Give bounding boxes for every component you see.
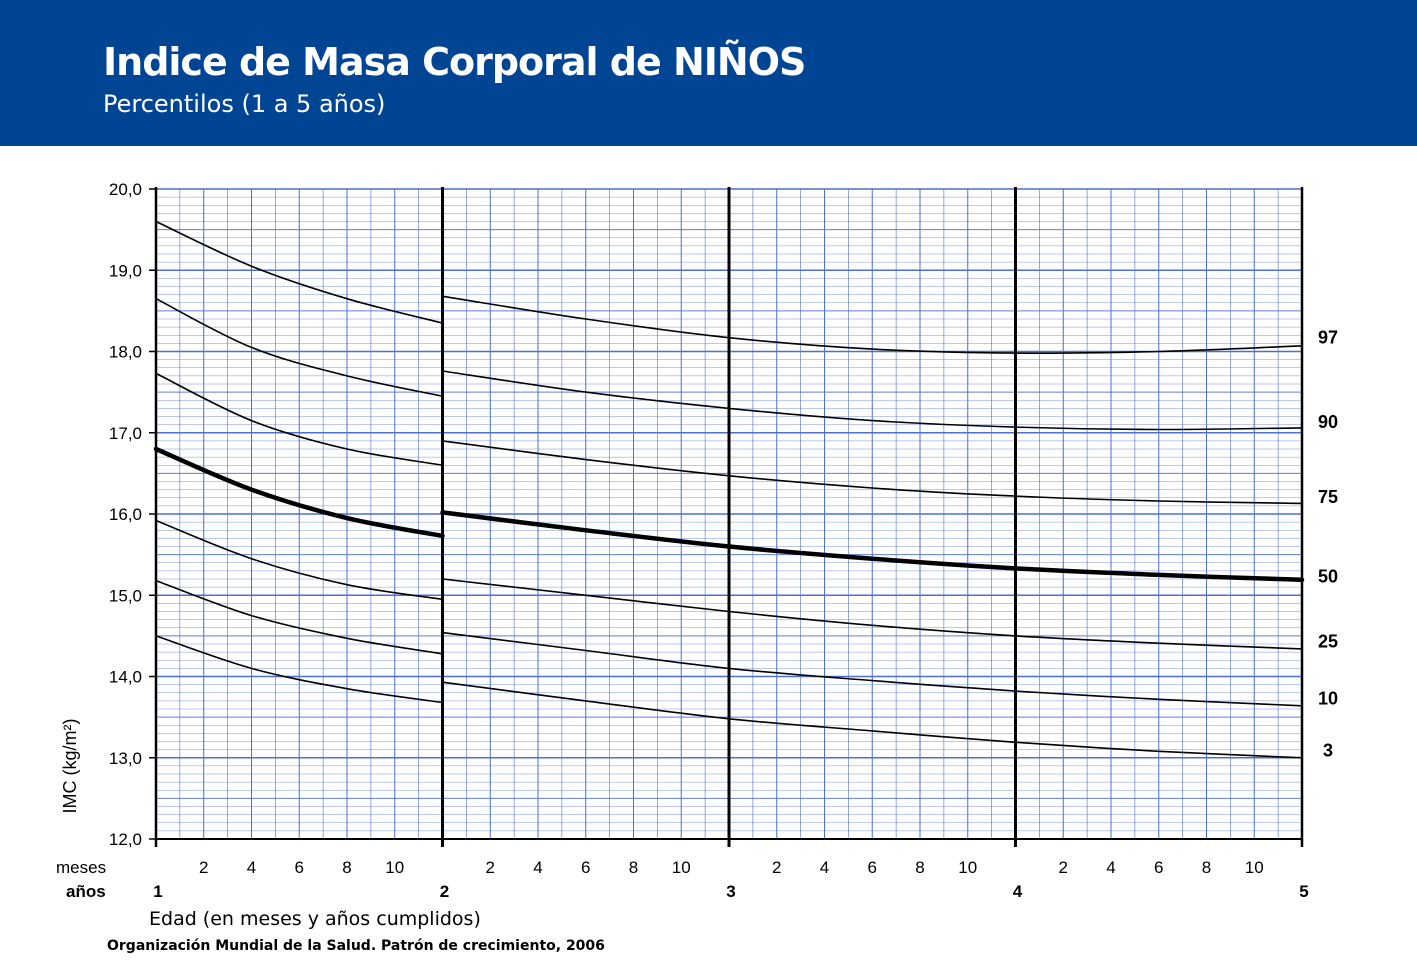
y-axis-label: IMC (kg/m²) — [60, 719, 80, 814]
percentile-3-line — [155, 635, 444, 704]
month-tick-label: 6 — [581, 858, 590, 877]
year-tick-label: 2 — [440, 882, 449, 901]
year-tick-label: 5 — [1299, 882, 1308, 901]
percentile-label-50: 50 — [1318, 567, 1338, 587]
chart-labels: 12,0 13,0 14,0 15,0 16,0 17,0 18,0 19,0 20,0 IMC … — [56, 180, 1338, 930]
y-tick-label: 14,0 — [109, 668, 142, 687]
percentile-90-line — [441, 370, 1303, 431]
month-tick-label: 4 — [247, 858, 256, 877]
month-tick-label: 4 — [1106, 858, 1115, 877]
month-tick-label: 10 — [958, 858, 977, 877]
month-tick-label: 10 — [385, 858, 404, 877]
percentile-label-3: 3 — [1323, 740, 1333, 760]
year-tick-label: 3 — [726, 882, 735, 901]
percentile-label-90: 90 — [1318, 412, 1338, 432]
y-tick-label: 15,0 — [109, 586, 142, 605]
month-tick-label: 4 — [820, 858, 829, 877]
y-tick-label: 13,0 — [109, 749, 142, 768]
percentile-label-97: 97 — [1318, 328, 1338, 348]
source-note: Organización Mundial de la Salud. Patrón… — [107, 938, 605, 954]
month-tick-label: 2 — [486, 858, 495, 877]
months-row-label: meses — [56, 858, 106, 877]
percentile-50-line — [153, 446, 445, 539]
month-tick-label: 8 — [342, 858, 351, 877]
y-tick-label: 12,0 — [109, 830, 142, 849]
percentile-10-line — [441, 631, 1303, 707]
chart-series — [153, 220, 1305, 759]
page-subtitle: Percentilos (1 a 5 años) — [103, 90, 386, 118]
y-tick-label: 16,0 — [109, 505, 142, 524]
month-tick-label: 2 — [1059, 858, 1068, 877]
percentile-10-line — [155, 579, 444, 655]
y-tick-label: 18,0 — [109, 343, 142, 362]
month-tick-label: 6 — [295, 858, 304, 877]
month-tick-label: 8 — [629, 858, 638, 877]
y-tick-label: 19,0 — [109, 261, 142, 280]
month-tick-label: 2 — [199, 858, 208, 877]
month-tick-label: 6 — [1154, 858, 1163, 877]
y-tick-label: 20,0 — [109, 180, 142, 199]
page-title: Indice de Masa Corporal de NIÑOS — [103, 40, 806, 84]
percentile-97-line — [155, 220, 444, 324]
month-tick-label: 10 — [1245, 858, 1264, 877]
chart-axes — [149, 187, 1304, 847]
month-tick-label: 10 — [672, 858, 691, 877]
y-tick-label: 17,0 — [109, 424, 142, 443]
percentile-label-10: 10 — [1318, 688, 1338, 708]
month-tick-label: 2 — [772, 858, 781, 877]
month-tick-label: 8 — [915, 858, 924, 877]
month-tick-label: 8 — [1202, 858, 1211, 877]
month-tick-label: 6 — [868, 858, 877, 877]
percentile-25-line — [441, 578, 1303, 650]
x-axis-label: Edad (en meses y años cumplidos) — [149, 908, 481, 930]
percentile-90-line — [155, 297, 444, 397]
percentile-3-line — [441, 681, 1303, 759]
percentile-25-line — [155, 519, 444, 601]
percentile-75-line — [441, 440, 1303, 505]
years-row-label: años — [66, 882, 106, 901]
header-banner — [0, 0, 1417, 146]
percentile-50-line — [440, 510, 1305, 583]
month-tick-label: 4 — [533, 858, 542, 877]
percentile-label-25: 25 — [1318, 632, 1338, 652]
year-tick-label: 1 — [153, 882, 162, 901]
percentile-97-line — [441, 295, 1303, 355]
percentile-label-75: 75 — [1318, 487, 1338, 507]
year-tick-label: 4 — [1013, 882, 1023, 901]
percentile-75-line — [155, 372, 444, 466]
